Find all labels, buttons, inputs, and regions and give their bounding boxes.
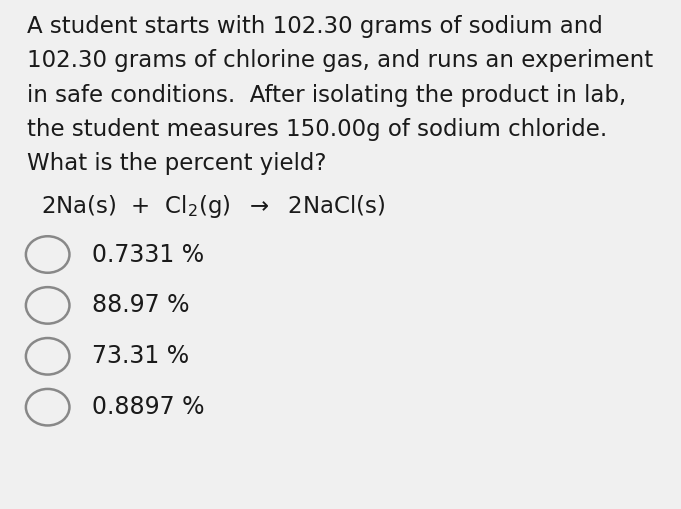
- Text: A student starts with 102.30 grams of sodium and
102.30 grams of chlorine gas, a: A student starts with 102.30 grams of so…: [27, 15, 653, 175]
- Ellipse shape: [26, 389, 69, 426]
- Text: 0.7331 %: 0.7331 %: [92, 242, 204, 267]
- Ellipse shape: [26, 287, 69, 324]
- Ellipse shape: [26, 338, 69, 375]
- Text: 88.97 %: 88.97 %: [92, 293, 189, 318]
- Text: 0.8897 %: 0.8897 %: [92, 395, 204, 419]
- Text: 2Na(s)  +  Cl$_2$(g)  $\rightarrow$  2NaCl(s): 2Na(s) + Cl$_2$(g) $\rightarrow$ 2NaCl(s…: [41, 193, 385, 220]
- Ellipse shape: [26, 236, 69, 273]
- Text: 73.31 %: 73.31 %: [92, 344, 189, 369]
